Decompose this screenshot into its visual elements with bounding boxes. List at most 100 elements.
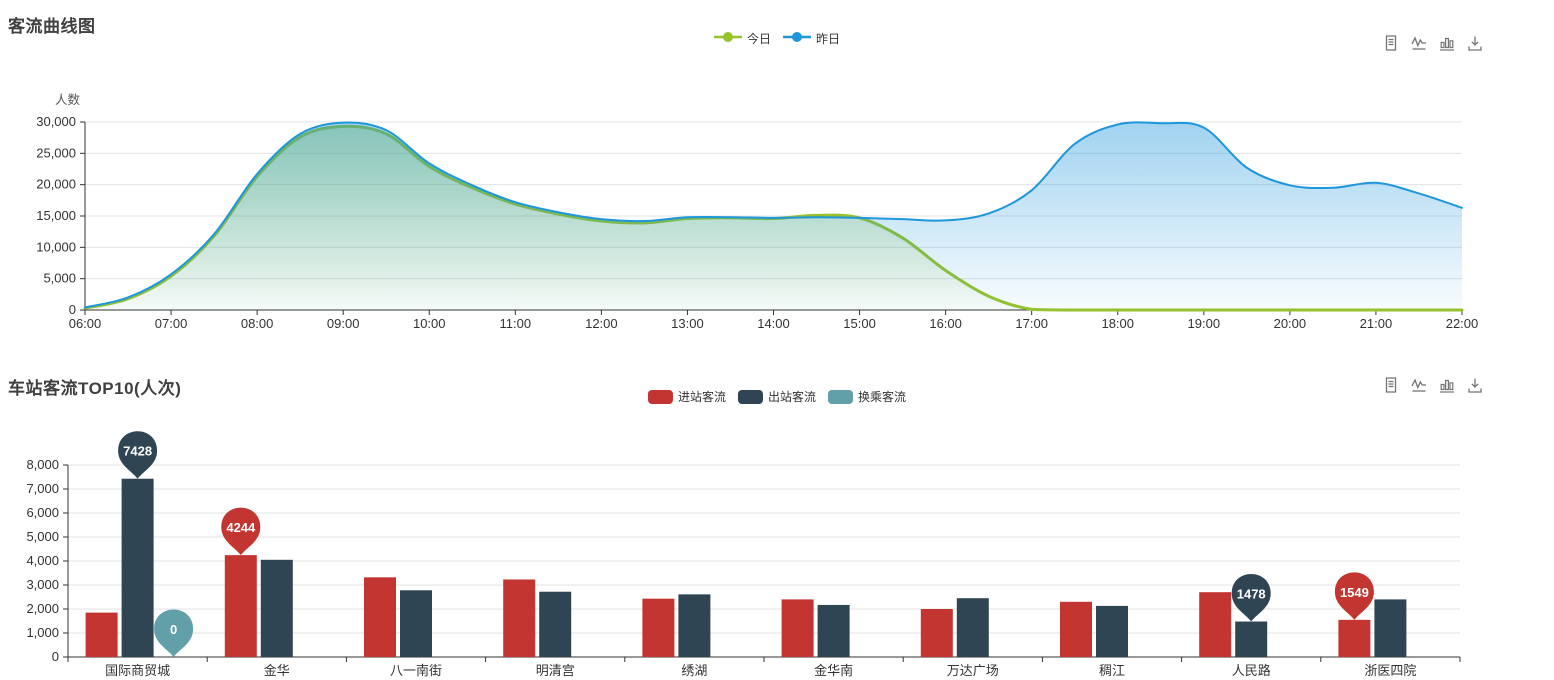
bar-进站客流-金华南[interactable] bbox=[781, 599, 814, 657]
series-yesterday[interactable] bbox=[84, 121, 1463, 310]
switch-to-bar-icon[interactable] bbox=[1438, 34, 1456, 52]
category-label: 金华 bbox=[264, 663, 290, 678]
y-axis: 0 5,000 10,000 15,000 20,000 25,000 30,000 人数 bbox=[36, 92, 86, 317]
legend-item-2[interactable]: 换乘客流 bbox=[828, 388, 906, 405]
x-tick-label: 21:00 bbox=[1360, 316, 1393, 331]
y-tick-label: 20,000 bbox=[36, 177, 76, 192]
bar-进站客流-金华[interactable] bbox=[224, 555, 257, 657]
station-top10-bar-chart[interactable]: 0 1,000 2,000 3,000 4,000 5,000 6,000 7,000 8,00… bbox=[0, 360, 1554, 680]
x-tick-label: 16:00 bbox=[929, 316, 962, 331]
mark-point-label: 7428 bbox=[123, 444, 152, 459]
mark-point-min-进站客流: 1549 bbox=[1334, 572, 1374, 620]
y-tick-label: 0 bbox=[69, 302, 76, 317]
bars bbox=[85, 478, 1407, 657]
legend-swatch bbox=[647, 389, 673, 404]
y-tick-label: 6,000 bbox=[26, 505, 59, 520]
mark-point-label: 1478 bbox=[1237, 587, 1266, 602]
legend-swatch bbox=[828, 389, 854, 404]
bar-进站客流-人民路[interactable] bbox=[1199, 592, 1232, 657]
category-label: 稠江 bbox=[1099, 663, 1125, 678]
x-tick-label: 22:00 bbox=[1446, 316, 1479, 331]
category-label: 绣湖 bbox=[681, 663, 707, 678]
series-line[interactable] bbox=[84, 121, 1463, 309]
line-chart-legend: 今日 昨日 bbox=[713, 30, 840, 47]
mark-point-max-出站客流: 7428 bbox=[118, 431, 158, 479]
mark-point-label: 0 bbox=[170, 622, 177, 637]
line-chart-title: 客流曲线图 bbox=[8, 17, 96, 36]
legend-item-1[interactable]: 昨日 bbox=[783, 30, 840, 47]
bar-chart-title: 车站客流TOP10(人次) bbox=[8, 379, 182, 398]
bar-进站客流-万达广场[interactable] bbox=[920, 609, 953, 657]
bar-出站客流-浙医四院[interactable] bbox=[1374, 599, 1407, 657]
bar-出站客流-金华南[interactable] bbox=[817, 604, 850, 657]
x-tick-label: 19:00 bbox=[1188, 316, 1221, 331]
y-tick-label: 4,000 bbox=[26, 553, 59, 568]
bar-出站客流-人民路[interactable] bbox=[1235, 621, 1268, 657]
bar-出站客流-明清宫[interactable] bbox=[539, 591, 572, 657]
y-axis: 0 1,000 2,000 3,000 4,000 5,000 6,000 7,000 8,00… bbox=[26, 457, 69, 664]
x-tick-label: 13:00 bbox=[671, 316, 704, 331]
bar-出站客流-金华[interactable] bbox=[260, 559, 293, 657]
bar-进站客流-浙医四院[interactable] bbox=[1338, 619, 1371, 657]
bar-进站客流-明清宫[interactable] bbox=[503, 579, 536, 657]
switch-to-line-icon[interactable] bbox=[1410, 34, 1428, 52]
y-tick-label: 25,000 bbox=[36, 145, 76, 160]
bar-进站客流-国际商贸城[interactable] bbox=[85, 612, 118, 657]
x-tick-label: 18:00 bbox=[1101, 316, 1134, 331]
bar-进站客流-绣湖[interactable] bbox=[642, 598, 675, 657]
save-as-image-icon[interactable] bbox=[1466, 376, 1484, 394]
data-view-icon[interactable] bbox=[1382, 376, 1400, 394]
data-view-icon[interactable] bbox=[1382, 34, 1400, 52]
legend-label: 今日 bbox=[746, 32, 771, 46]
x-tick-label: 08:00 bbox=[241, 316, 274, 331]
mark-point-label: 4244 bbox=[226, 520, 256, 535]
y-axis-name: 人数 bbox=[55, 92, 81, 107]
mark-point-max-换乘客流: 0 bbox=[154, 609, 194, 657]
category-label: 八一南街 bbox=[390, 663, 442, 678]
legend-label: 换乘客流 bbox=[858, 390, 907, 404]
grid-lines bbox=[68, 464, 1460, 634]
bar-出站客流-绣湖[interactable] bbox=[678, 594, 711, 657]
bar-进站客流-稠江[interactable] bbox=[1060, 601, 1092, 657]
category-label: 万达广场 bbox=[947, 663, 999, 678]
passenger-flow-line-chart[interactable]: 0 5,000 10,000 15,000 20,000 25,000 30,000 人数 06… bbox=[0, 0, 1554, 360]
category-label: 人民路 bbox=[1232, 663, 1271, 678]
x-axis: 06:00 07:00 08:00 09:00 10:00 11:00 12:00 13:00… bbox=[69, 309, 1479, 331]
mark-point-label: 1549 bbox=[1340, 585, 1369, 600]
x-tick-label: 06:00 bbox=[69, 316, 102, 331]
x-tick-label: 20:00 bbox=[1274, 316, 1307, 331]
y-tick-label: 7,000 bbox=[26, 481, 59, 496]
legend-item-0[interactable]: 进站客流 bbox=[647, 388, 726, 405]
legend-line-marker bbox=[713, 31, 742, 46]
bar-出站客流-八一南街[interactable] bbox=[400, 590, 432, 657]
y-tick-label: 1,000 bbox=[26, 625, 59, 640]
mark-point-max-进站客流: 4244 bbox=[221, 507, 261, 556]
mark-points: 7428 0 4244 1478 1549 bbox=[118, 431, 1374, 657]
y-tick-label: 5,000 bbox=[26, 529, 59, 544]
legend-swatch bbox=[737, 389, 763, 404]
bar-出站客流-稠江[interactable] bbox=[1096, 605, 1128, 657]
y-tick-label: 5,000 bbox=[43, 271, 76, 286]
switch-to-bar-icon[interactable] bbox=[1438, 376, 1456, 394]
y-tick-label: 2,000 bbox=[26, 601, 59, 616]
legend-label: 进站客流 bbox=[677, 390, 726, 404]
x-tick-label: 12:00 bbox=[585, 316, 618, 331]
legend-item-1[interactable]: 出站客流 bbox=[737, 388, 817, 405]
bar-出站客流-万达广场[interactable] bbox=[956, 598, 989, 657]
bar-进站客流-八一南街[interactable] bbox=[364, 577, 396, 657]
x-tick-label: 17:00 bbox=[1015, 316, 1048, 331]
x-axis: 国际商贸城 金华 八一南街 明清宫 绣湖 金华南 万达广场 稠江 人民路 浙医四院 bbox=[67, 656, 1461, 678]
bar-chart-toolbox bbox=[1382, 376, 1484, 394]
switch-to-line-icon[interactable] bbox=[1410, 376, 1428, 394]
category-label: 明清宫 bbox=[536, 663, 575, 678]
bar-出站客流-国际商贸城[interactable] bbox=[121, 478, 154, 657]
x-tick-label: 10:00 bbox=[413, 316, 446, 331]
legend-label: 出站客流 bbox=[767, 390, 817, 404]
legend-label: 昨日 bbox=[816, 32, 841, 46]
save-as-image-icon[interactable] bbox=[1466, 34, 1484, 52]
legend-item-0[interactable]: 今日 bbox=[713, 30, 771, 47]
x-tick-label: 09:00 bbox=[327, 316, 360, 331]
x-tick-label: 14:00 bbox=[757, 316, 790, 331]
y-tick-label: 15,000 bbox=[36, 208, 76, 223]
y-tick-label: 10,000 bbox=[36, 239, 76, 254]
